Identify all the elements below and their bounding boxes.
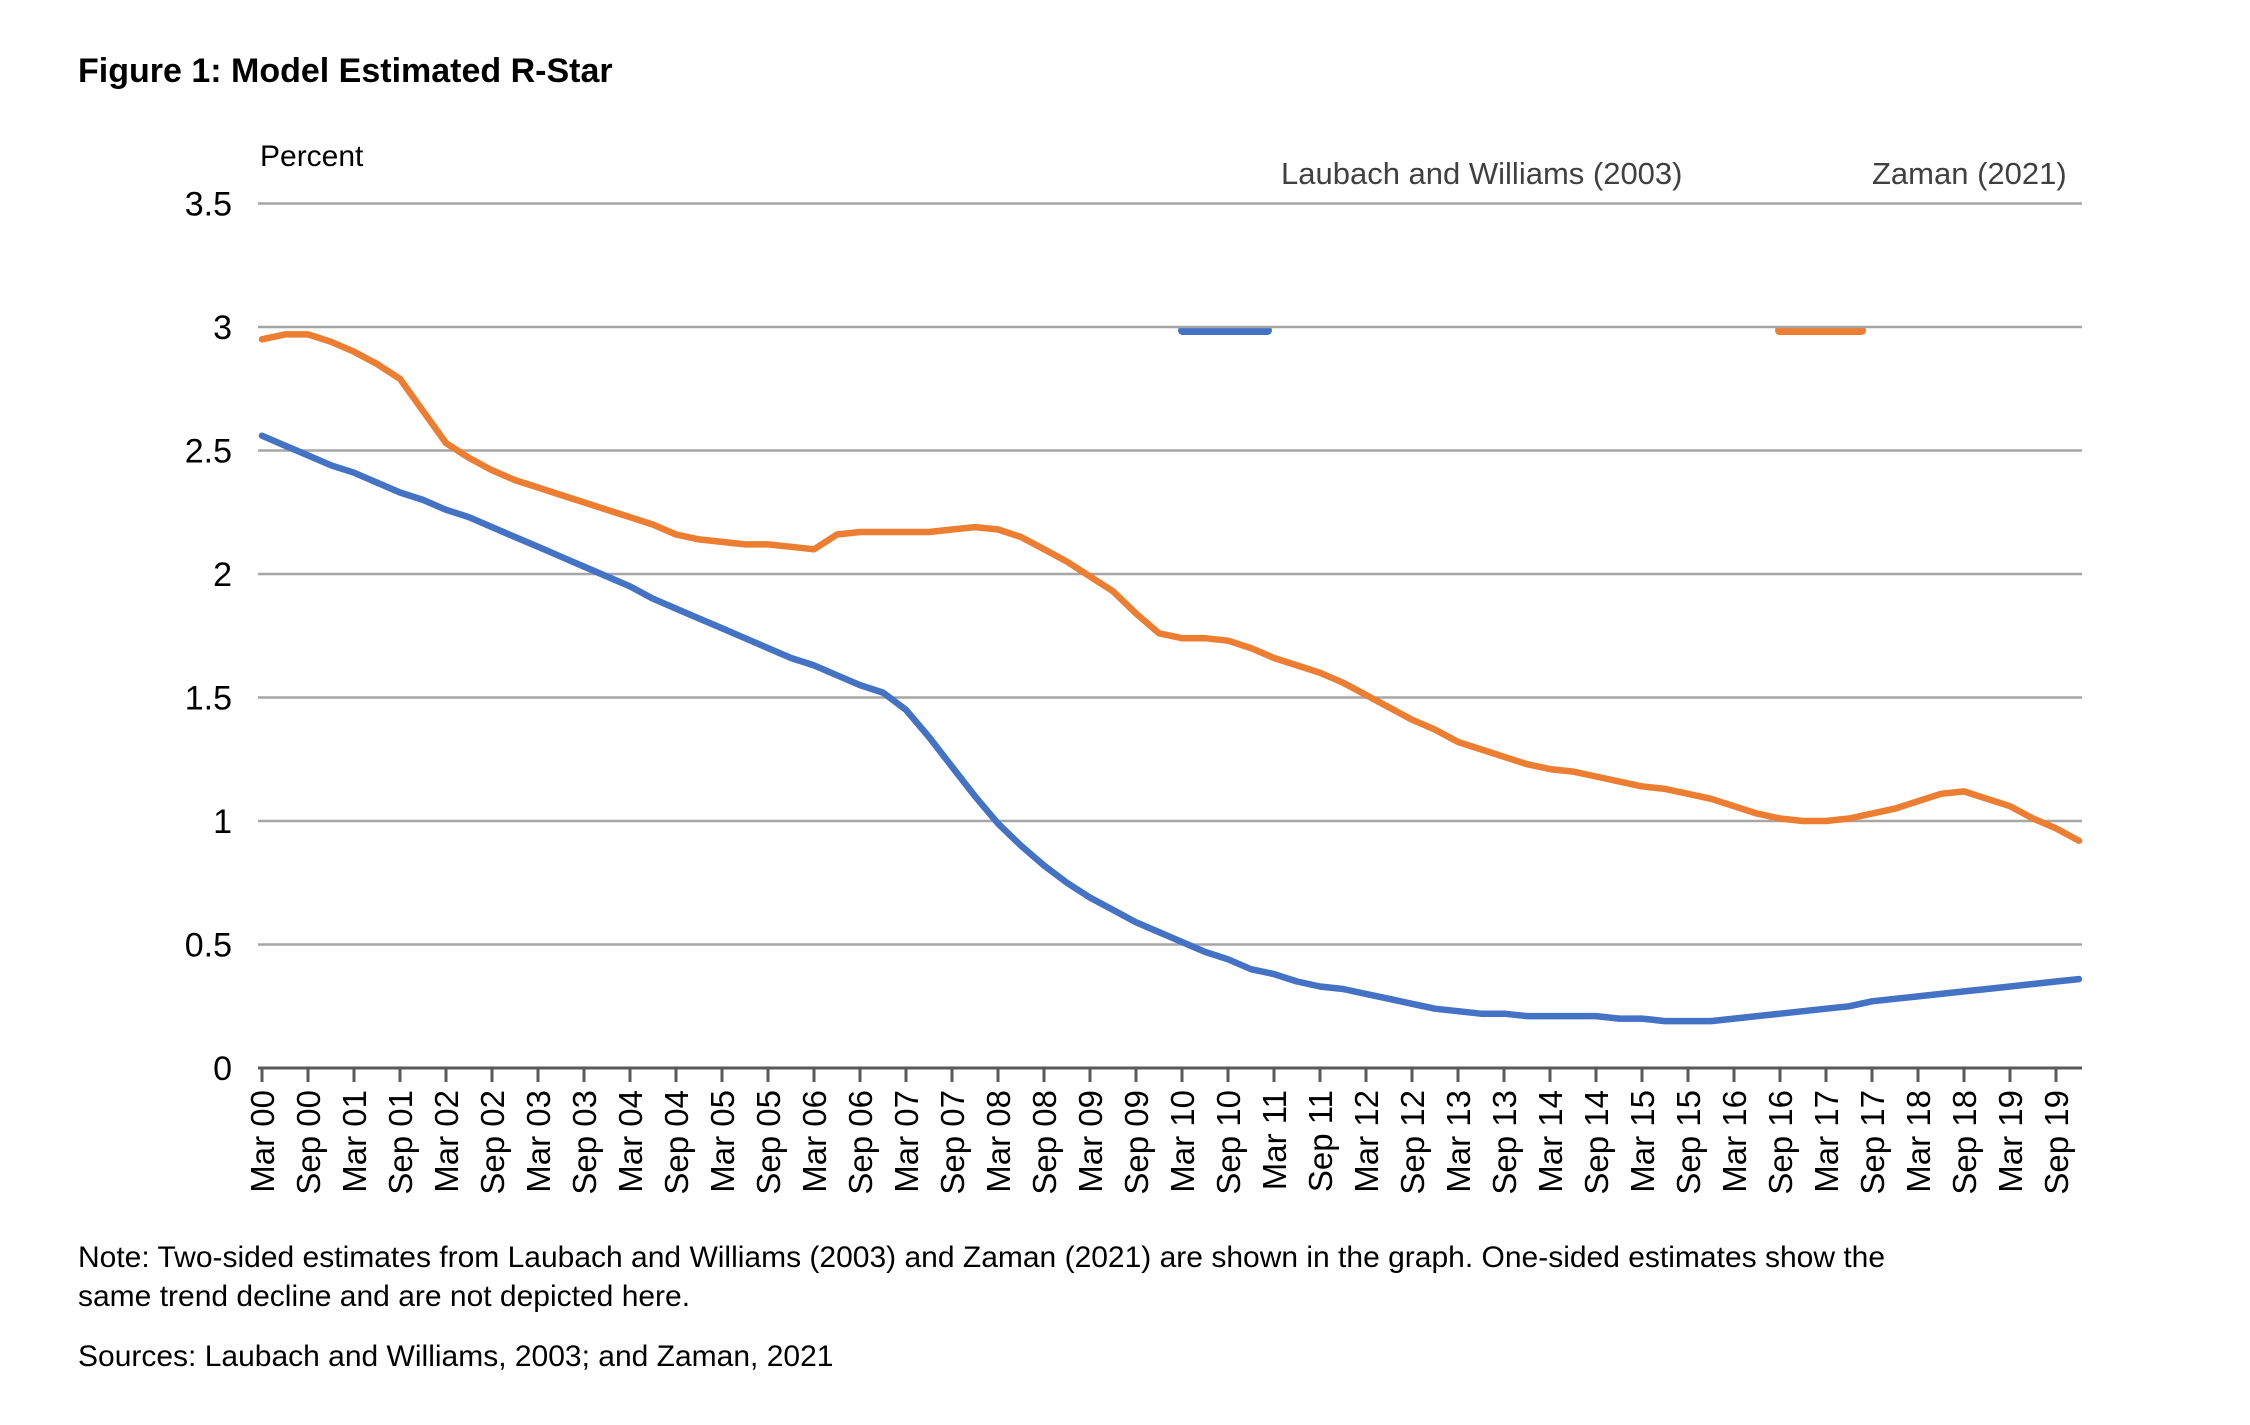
figure-title: Figure 1: Model Estimated R-Star <box>78 52 613 90</box>
y-tick-label: 3.5 <box>185 186 232 224</box>
x-tick-label: Mar 17 <box>1808 1090 1845 1193</box>
legend-swatch-zaman <box>1775 326 1866 335</box>
y-axis-unit-label: Percent <box>260 140 364 173</box>
x-tick-label: Mar 09 <box>1072 1090 1109 1193</box>
x-tick-label: Sep 11 <box>1302 1090 1339 1192</box>
x-tick-label: Mar 19 <box>1992 1090 2029 1193</box>
sources-text: Sources: Laubach and Williams, 2003; and… <box>78 1340 834 1373</box>
x-tick-label: Mar 01 <box>336 1090 373 1193</box>
x-tick-label: Sep 09 <box>1118 1090 1155 1195</box>
x-tick-label: Mar 08 <box>980 1090 1017 1193</box>
x-tick-label: Mar 06 <box>796 1090 833 1193</box>
x-tick-label: Sep 01 <box>382 1090 419 1195</box>
y-tick-label: 3 <box>213 309 232 347</box>
x-tick-label: Sep 14 <box>1578 1090 1615 1195</box>
y-tick-label: 2.5 <box>185 433 232 471</box>
x-tick-label: Sep 12 <box>1394 1090 1431 1195</box>
series-line-laubach-williams <box>258 432 2083 1025</box>
x-tick-label: Mar 07 <box>888 1090 925 1193</box>
x-tick-label: Sep 07 <box>934 1090 971 1195</box>
series-line-zaman <box>258 331 2083 845</box>
y-tick-label: 1.5 <box>185 680 232 718</box>
x-tick-label: Sep 15 <box>1670 1090 1707 1195</box>
x-tick-label: Sep 02 <box>474 1090 511 1195</box>
x-tick-label: Mar 15 <box>1624 1090 1661 1193</box>
y-tick-label: 0 <box>213 1050 232 1088</box>
x-tick-label: Sep 10 <box>1210 1090 1247 1195</box>
x-tick-label: Sep 03 <box>566 1090 603 1195</box>
legend-swatch-laubach-williams <box>1178 326 1272 335</box>
x-tick-label: Mar 05 <box>704 1090 741 1193</box>
note-text: Note: Two-sided estimates from Laubach a… <box>78 1241 1886 1313</box>
x-tick-label: Mar 14 <box>1532 1090 1569 1193</box>
y-tick-label: 0.5 <box>185 927 232 965</box>
x-tick-label: Mar 04 <box>612 1090 649 1193</box>
x-tick-label: Sep 18 <box>1946 1090 1983 1195</box>
x-tick-label: Sep 04 <box>658 1090 695 1195</box>
x-tick-label: Sep 19 <box>2038 1090 2075 1195</box>
x-tick-label: Mar 03 <box>520 1090 557 1193</box>
chart-legend: Laubach and Williams (2003) Zaman (2021) <box>0 152 2250 335</box>
x-tick-label: Mar 13 <box>1440 1090 1477 1193</box>
x-tick-label: Sep 17 <box>1854 1090 1891 1195</box>
chart-plot-area: 0 0.5 1 1.5 2 2.5 3 3.5 Mar 00 Sep 00 Mar 01 Sep 01… <box>185 186 2083 1195</box>
x-tick-label: Mar 02 <box>428 1090 465 1193</box>
x-tick-label: Sep 00 <box>290 1090 327 1195</box>
x-tick-label: Sep 13 <box>1486 1090 1523 1195</box>
x-tick-label: Sep 16 <box>1762 1090 1799 1195</box>
legend-label-laubach-williams: Laubach and Williams (2003) <box>1281 156 1683 191</box>
legend-label-zaman: Zaman (2021) <box>1872 156 2067 191</box>
x-tick-label: Sep 05 <box>750 1090 787 1195</box>
x-tick-label: Mar 18 <box>1900 1090 1937 1193</box>
y-tick-label: 1 <box>213 803 232 841</box>
x-tick-label: Mar 11 <box>1256 1090 1293 1190</box>
x-tick-label: Mar 10 <box>1164 1090 1201 1193</box>
x-tick-label: Mar 00 <box>244 1090 281 1193</box>
x-tick-label: Mar 12 <box>1348 1090 1385 1193</box>
x-tick-label: Mar 16 <box>1716 1090 1753 1193</box>
x-tick-label: Sep 08 <box>1026 1090 1063 1195</box>
x-tick-label: Sep 06 <box>842 1090 879 1195</box>
y-tick-label: 2 <box>213 556 232 594</box>
